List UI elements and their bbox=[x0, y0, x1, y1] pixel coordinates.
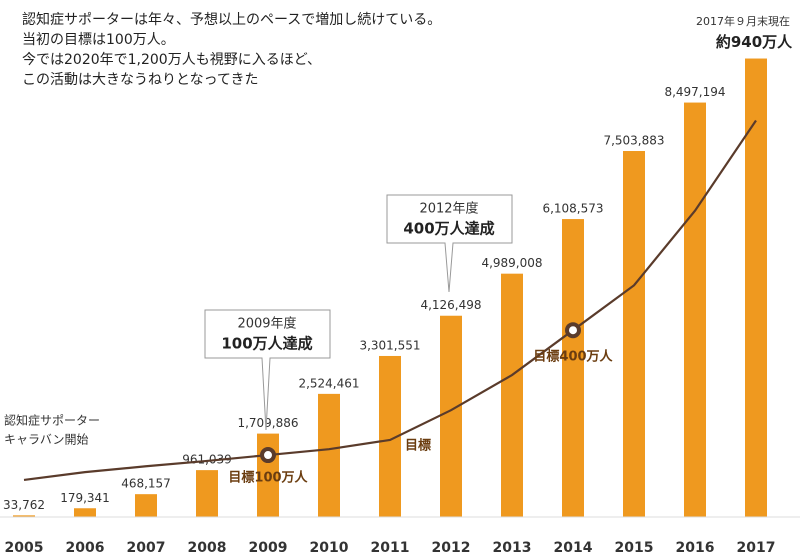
value-label: 8,497,194 bbox=[664, 85, 725, 99]
chart-title: 当初の目標は100万人。 bbox=[22, 31, 175, 48]
chart-title: この活動は大きなうねりとなってきた bbox=[22, 72, 258, 88]
value-label: 961,039 bbox=[182, 453, 232, 467]
annotation: キャラバン開始 bbox=[4, 433, 88, 447]
x-tick-label: 2008 bbox=[188, 540, 227, 556]
goal-marker bbox=[565, 322, 581, 339]
annotation: 2017年９月末現在 bbox=[696, 14, 790, 28]
bar bbox=[13, 515, 35, 517]
x-tick-label: 2006 bbox=[66, 540, 105, 556]
callout-text: 400万人達成 bbox=[403, 220, 494, 238]
x-tick-label: 2009 bbox=[249, 540, 288, 556]
bar bbox=[562, 219, 584, 518]
x-tick-label: 2011 bbox=[371, 540, 410, 556]
bar bbox=[440, 315, 462, 517]
bar bbox=[379, 355, 401, 517]
value-label: 2,524,461 bbox=[298, 376, 359, 390]
bar bbox=[623, 151, 645, 517]
goal-annotation: 目標100万人 bbox=[228, 470, 308, 486]
callout-box bbox=[386, 194, 513, 293]
x-tick-label: 2017 bbox=[737, 540, 776, 556]
value-label: 179,341 bbox=[60, 491, 110, 505]
x-tick-label: 2016 bbox=[676, 540, 715, 556]
x-tick-label: 2010 bbox=[310, 540, 349, 556]
bar bbox=[318, 393, 340, 517]
goal-marker bbox=[260, 447, 276, 464]
value-label: 1,709,886 bbox=[237, 416, 298, 430]
value-label: 4,126,498 bbox=[420, 298, 481, 312]
bar bbox=[684, 102, 706, 517]
callout-text: 2009年度 bbox=[237, 316, 296, 332]
x-tick-label: 2014 bbox=[554, 540, 593, 556]
value-label: 3,301,551 bbox=[359, 338, 420, 352]
x-tick-label: 2015 bbox=[615, 540, 654, 556]
x-tick-label: 2007 bbox=[127, 540, 166, 556]
line-label: 目標 bbox=[405, 438, 431, 454]
chart-title: 認知症サポーターは年々、予想以上のペースで増加し続けている。 bbox=[22, 11, 441, 28]
value-label: 7,503,883 bbox=[603, 134, 664, 148]
x-tick-label: 2013 bbox=[493, 540, 532, 556]
callout-box bbox=[204, 309, 331, 431]
bar bbox=[745, 58, 767, 518]
goal-line bbox=[23, 119, 757, 482]
value-label: 468,157 bbox=[121, 477, 171, 491]
value-label: 約940万人 bbox=[716, 33, 793, 51]
annotation: 認知症サポーター bbox=[4, 413, 100, 428]
bar bbox=[74, 508, 96, 517]
value-label: 6,108,573 bbox=[542, 202, 603, 216]
goal-annotation: 目標400万人 bbox=[533, 349, 613, 365]
x-tick-label: 2005 bbox=[5, 540, 44, 556]
bar bbox=[135, 494, 157, 517]
callout-text: 2012年度 bbox=[419, 201, 478, 217]
bar bbox=[196, 470, 218, 517]
callout-text: 100万人達成 bbox=[221, 335, 312, 353]
bar bbox=[501, 273, 523, 517]
value-label: 4,989,008 bbox=[481, 256, 542, 270]
value-label: 33,762 bbox=[3, 498, 45, 512]
chart-title: 今では2020年で1,200万人も視野に入るほど、 bbox=[22, 52, 321, 68]
x-tick-label: 2012 bbox=[432, 540, 471, 556]
